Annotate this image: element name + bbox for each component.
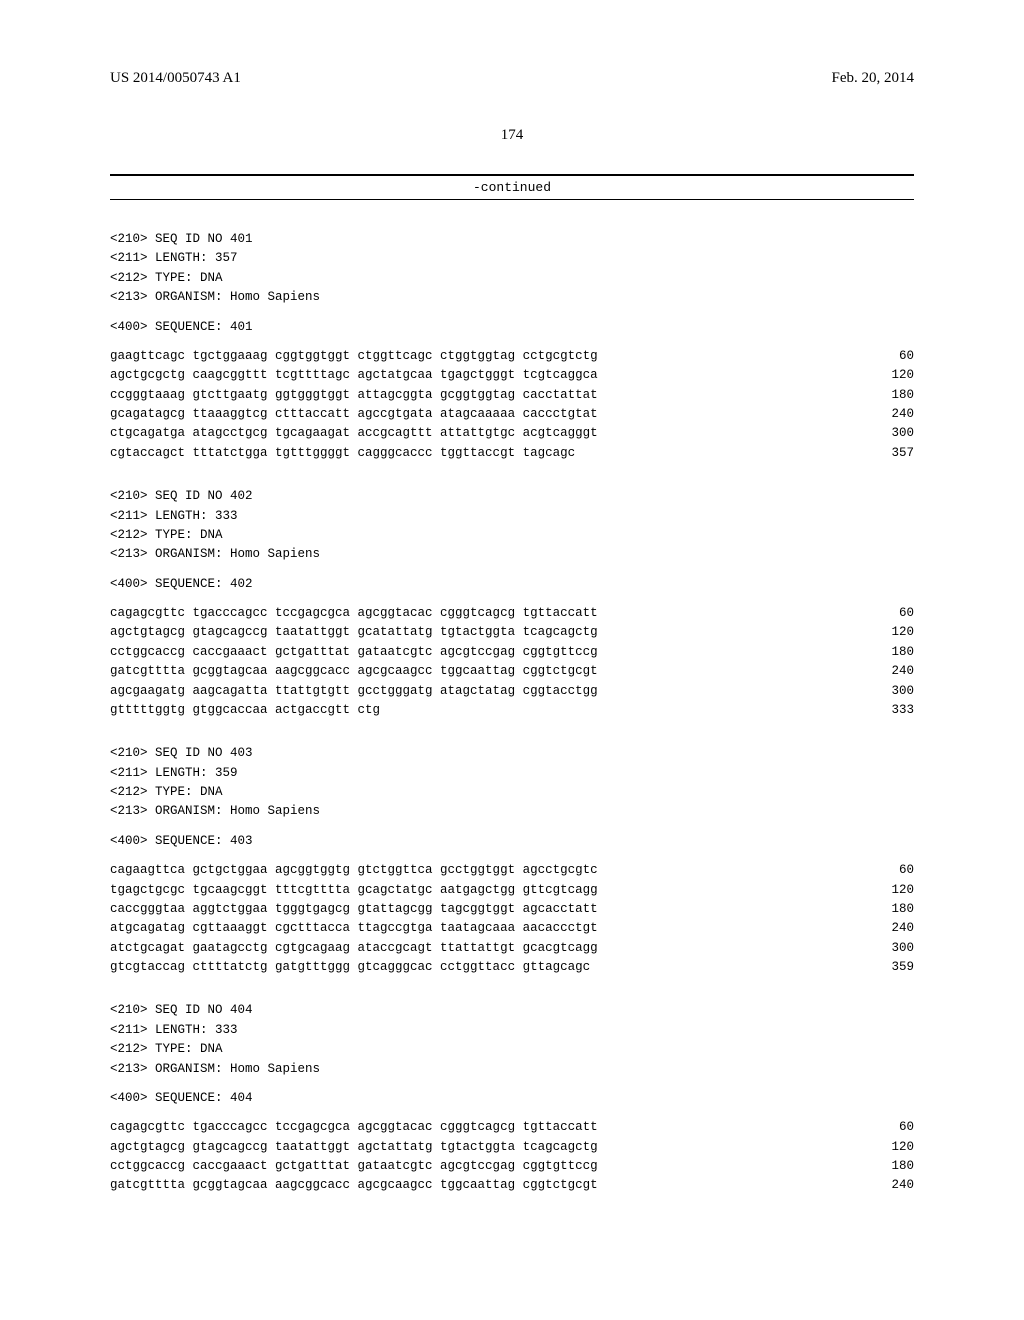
sequence-line-text: gatcgtttta gcggtagcaa aagcggcacc agcgcaa… xyxy=(110,662,598,681)
sequence-line: cagagcgttc tgacccagcc tccgagcgca agcggta… xyxy=(110,604,914,623)
sequence-line: agcgaagatg aagcagatta ttattgtgtt gcctggg… xyxy=(110,682,914,701)
continued-bar: -continued xyxy=(110,174,914,200)
sequence-line-position: 60 xyxy=(846,1118,914,1137)
sequence-line-position: 240 xyxy=(846,405,914,424)
sequence-line: cgtaccagct tttatctgga tgtttggggt cagggca… xyxy=(110,444,914,463)
sequence-line-text: agcgaagatg aagcagatta ttattgtgtt gcctggg… xyxy=(110,682,598,701)
sequence-line-position: 357 xyxy=(846,444,914,463)
sequence-line-position: 300 xyxy=(846,939,914,958)
sequence-line-text: agctgcgctg caagcggttt tcgttttagc agctatg… xyxy=(110,366,598,385)
sequence-line-text: cagaagttca gctgctggaa agcggtggtg gtctggt… xyxy=(110,861,598,880)
sequence-line-position: 359 xyxy=(846,958,914,977)
sequence-line: tgagctgcgc tgcaagcggt tttcgtttta gcagcta… xyxy=(110,881,914,900)
sequence-line-position: 180 xyxy=(846,643,914,662)
sequence-line: gatcgtttta gcggtagcaa aagcggcacc agcgcaa… xyxy=(110,1176,914,1195)
sequence-line-text: gatcgtttta gcggtagcaa aagcggcacc agcgcaa… xyxy=(110,1176,598,1195)
sequence-line-position: 333 xyxy=(846,701,914,720)
sequence-line-position: 120 xyxy=(846,623,914,642)
sequence-line: gaagttcagc tgctggaaag cggtggtggt ctggttc… xyxy=(110,347,914,366)
sequence-line-text: cgtaccagct tttatctgga tgtttggggt cagggca… xyxy=(110,444,575,463)
sequence-line-text: cctggcaccg caccgaaact gctgatttat gataatc… xyxy=(110,643,598,662)
sequence-block: <210> SEQ ID NO 401 <211> LENGTH: 357 <2… xyxy=(110,230,914,463)
sequence-block: <210> SEQ ID NO 404 <211> LENGTH: 333 <2… xyxy=(110,1001,914,1195)
sequence-line-text: gcagatagcg ttaaaggtcg ctttaccatt agccgtg… xyxy=(110,405,598,424)
sequence-line-text: cagagcgttc tgacccagcc tccgagcgca agcggta… xyxy=(110,1118,598,1137)
sequence-label: <400> SEQUENCE: 401 xyxy=(110,318,914,337)
sequence-line-text: ctgcagatga atagcctgcg tgcagaagat accgcag… xyxy=(110,424,598,443)
sequence-header: <210> SEQ ID NO 403 <211> LENGTH: 359 <2… xyxy=(110,744,914,822)
sequence-block: <210> SEQ ID NO 403 <211> LENGTH: 359 <2… xyxy=(110,744,914,977)
sequence-line-position: 120 xyxy=(846,881,914,900)
sequence-line-text: agctgtagcg gtagcagccg taatattggt gcatatt… xyxy=(110,623,598,642)
sequence-line-text: gaagttcagc tgctggaaag cggtggtggt ctggttc… xyxy=(110,347,598,366)
sequence-listing: <210> SEQ ID NO 401 <211> LENGTH: 357 <2… xyxy=(110,230,914,1196)
sequence-line-position: 180 xyxy=(846,1157,914,1176)
sequence-line: atgcagatag cgttaaaggt cgctttacca ttagccg… xyxy=(110,919,914,938)
sequence-line-text: caccgggtaa aggtctggaa tgggtgagcg gtattag… xyxy=(110,900,598,919)
sequence-line-text: atctgcagat gaatagcctg cgtgcagaag ataccgc… xyxy=(110,939,598,958)
sequence-line: gtcgtaccag cttttatctg gatgtttggg gtcaggg… xyxy=(110,958,914,977)
sequence-line: atctgcagat gaatagcctg cgtgcagaag ataccgc… xyxy=(110,939,914,958)
sequence-line: gtttttggtg gtggcaccaa actgaccgtt ctg 333 xyxy=(110,701,914,720)
sequence-line-position: 60 xyxy=(846,861,914,880)
sequence-line-text: agctgtagcg gtagcagccg taatattggt agctatt… xyxy=(110,1138,598,1157)
sequence-line: gcagatagcg ttaaaggtcg ctttaccatt agccgtg… xyxy=(110,405,914,424)
sequence-line: cctggcaccg caccgaaact gctgatttat gataatc… xyxy=(110,643,914,662)
page-header: US 2014/0050743 A1 Feb. 20, 2014 xyxy=(110,70,914,87)
sequence-line-position: 60 xyxy=(846,604,914,623)
sequence-line-position: 60 xyxy=(846,347,914,366)
sequence-line-text: ccgggtaaag gtcttgaatg ggtgggtggt attagcg… xyxy=(110,386,598,405)
page-container: US 2014/0050743 A1 Feb. 20, 2014 174 -co… xyxy=(0,0,1024,1320)
sequence-line: cagagcgttc tgacccagcc tccgagcgca agcggta… xyxy=(110,1118,914,1137)
sequence-header: <210> SEQ ID NO 404 <211> LENGTH: 333 <2… xyxy=(110,1001,914,1079)
sequence-header: <210> SEQ ID NO 402 <211> LENGTH: 333 <2… xyxy=(110,487,914,565)
sequence-line-position: 120 xyxy=(846,366,914,385)
page-number: 174 xyxy=(110,127,914,144)
sequence-line: cagaagttca gctgctggaa agcggtggtg gtctggt… xyxy=(110,861,914,880)
sequence-line-position: 180 xyxy=(846,900,914,919)
sequence-line-text: tgagctgcgc tgcaagcggt tttcgtttta gcagcta… xyxy=(110,881,598,900)
sequence-line-position: 240 xyxy=(846,919,914,938)
sequence-label: <400> SEQUENCE: 402 xyxy=(110,575,914,594)
sequence-label: <400> SEQUENCE: 403 xyxy=(110,832,914,851)
sequence-line-text: gtcgtaccag cttttatctg gatgtttggg gtcaggg… xyxy=(110,958,590,977)
sequence-line-text: cctggcaccg caccgaaact gctgatttat gataatc… xyxy=(110,1157,598,1176)
sequence-line: agctgtagcg gtagcagccg taatattggt gcatatt… xyxy=(110,623,914,642)
sequence-line-text: gtttttggtg gtggcaccaa actgaccgtt ctg xyxy=(110,701,380,720)
sequence-line: cctggcaccg caccgaaact gctgatttat gataatc… xyxy=(110,1157,914,1176)
sequence-line-position: 300 xyxy=(846,424,914,443)
publication-number: US 2014/0050743 A1 xyxy=(110,70,241,87)
sequence-line-text: atgcagatag cgttaaaggt cgctttacca ttagccg… xyxy=(110,919,598,938)
sequence-line-position: 300 xyxy=(846,682,914,701)
sequence-line-text: cagagcgttc tgacccagcc tccgagcgca agcggta… xyxy=(110,604,598,623)
sequence-label: <400> SEQUENCE: 404 xyxy=(110,1089,914,1108)
sequence-line-position: 240 xyxy=(846,1176,914,1195)
sequence-header: <210> SEQ ID NO 401 <211> LENGTH: 357 <2… xyxy=(110,230,914,308)
sequence-line: gatcgtttta gcggtagcaa aagcggcacc agcgcaa… xyxy=(110,662,914,681)
sequence-line: caccgggtaa aggtctggaa tgggtgagcg gtattag… xyxy=(110,900,914,919)
sequence-block: <210> SEQ ID NO 402 <211> LENGTH: 333 <2… xyxy=(110,487,914,720)
publication-date: Feb. 20, 2014 xyxy=(832,70,915,87)
sequence-line: agctgcgctg caagcggttt tcgttttagc agctatg… xyxy=(110,366,914,385)
sequence-line-position: 180 xyxy=(846,386,914,405)
sequence-line-position: 120 xyxy=(846,1138,914,1157)
sequence-line: ctgcagatga atagcctgcg tgcagaagat accgcag… xyxy=(110,424,914,443)
sequence-line: agctgtagcg gtagcagccg taatattggt agctatt… xyxy=(110,1138,914,1157)
sequence-line-position: 240 xyxy=(846,662,914,681)
sequence-line: ccgggtaaag gtcttgaatg ggtgggtggt attagcg… xyxy=(110,386,914,405)
